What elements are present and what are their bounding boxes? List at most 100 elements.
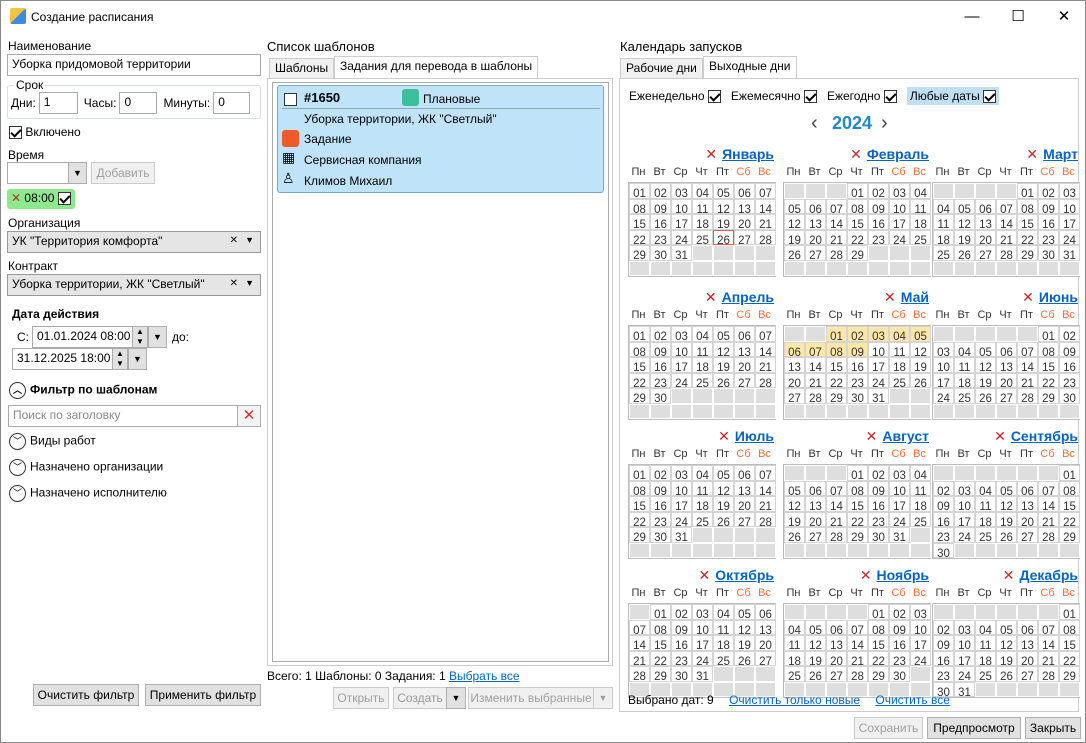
- day-cell[interactable]: 13: [734, 341, 755, 357]
- day-cell[interactable]: 23: [868, 229, 889, 245]
- day-cell[interactable]: 22: [629, 511, 650, 527]
- day-cell[interactable]: 06: [734, 326, 755, 342]
- day-cell[interactable]: 02: [868, 465, 889, 481]
- clear-all-link[interactable]: Очистить все: [875, 693, 950, 707]
- day-cell[interactable]: 01: [650, 604, 671, 620]
- month-title[interactable]: Июнь: [1038, 289, 1078, 305]
- to-spinner[interactable]: ▲ ▼: [112, 348, 128, 370]
- day-cell[interactable]: 28: [847, 666, 868, 682]
- day-cell[interactable]: 15: [868, 635, 889, 651]
- tab-weekends[interactable]: Выходные дни: [703, 56, 797, 79]
- day-cell[interactable]: 11: [975, 635, 996, 651]
- day-cell[interactable]: 12: [713, 341, 734, 357]
- day-cell[interactable]: 19: [713, 496, 734, 512]
- day-cell[interactable]: 08: [629, 198, 650, 214]
- day-cell[interactable]: 03: [671, 326, 692, 342]
- day-cell[interactable]: 14: [755, 341, 776, 357]
- day-cell[interactable]: 06: [755, 604, 776, 620]
- day-cell[interactable]: 14: [826, 214, 847, 230]
- day-cell[interactable]: 11: [933, 214, 954, 230]
- day-cell[interactable]: 06: [1017, 619, 1038, 635]
- day-cell[interactable]: 25: [692, 511, 713, 527]
- day-cell[interactable]: 04: [692, 465, 713, 481]
- day-cell[interactable]: 02: [650, 465, 671, 481]
- day-cell[interactable]: 08: [1059, 480, 1080, 496]
- day-cell[interactable]: 14: [805, 357, 826, 373]
- day-cell[interactable]: 03: [692, 604, 713, 620]
- option-any-dates[interactable]: Любые даты: [906, 87, 1000, 106]
- day-cell[interactable]: 17: [671, 214, 692, 230]
- filter-work-types[interactable]: ﹀ Виды работ: [9, 433, 96, 450]
- day-cell[interactable]: 06: [734, 183, 755, 199]
- minimize-button[interactable]: —: [964, 8, 980, 25]
- day-cell[interactable]: 12: [784, 496, 805, 512]
- day-cell[interactable]: 13: [996, 357, 1017, 373]
- month-header[interactable]: ✕ Ноябрь: [860, 567, 929, 584]
- day-cell[interactable]: 03: [910, 604, 931, 620]
- filter-assigned-org[interactable]: ﹀ Назначено организации: [9, 459, 163, 476]
- day-cell[interactable]: 22: [868, 650, 889, 666]
- day-cell[interactable]: 07: [629, 619, 650, 635]
- day-cell[interactable]: 01: [847, 465, 868, 481]
- day-cell[interactable]: 02: [1059, 326, 1080, 342]
- day-cell[interactable]: 28: [826, 527, 847, 543]
- day-cell[interactable]: 07: [1017, 341, 1038, 357]
- month-title[interactable]: Ноябрь: [876, 567, 929, 583]
- day-cell[interactable]: 13: [805, 496, 826, 512]
- template-card[interactable]: #1650 Плановые Уборка территории, ЖК "Св…: [277, 85, 604, 193]
- day-cell[interactable]: 02: [650, 326, 671, 342]
- month-title[interactable]: Август: [882, 428, 929, 444]
- save-button[interactable]: Сохранить: [854, 717, 923, 739]
- tab-workdays[interactable]: Рабочие дни: [620, 58, 703, 79]
- day-cell[interactable]: 24: [889, 511, 910, 527]
- day-cell[interactable]: 08: [650, 619, 671, 635]
- day-cell[interactable]: 30: [847, 388, 868, 404]
- day-cell[interactable]: 02: [1038, 183, 1059, 199]
- day-cell[interactable]: 23: [868, 511, 889, 527]
- day-cell[interactable]: 05: [996, 480, 1017, 496]
- day-cell[interactable]: 20: [734, 357, 755, 373]
- from-spinner[interactable]: ▲ ▼: [132, 326, 148, 348]
- day-cell[interactable]: 18: [910, 214, 931, 230]
- day-cell[interactable]: 14: [1038, 496, 1059, 512]
- day-cell[interactable]: 18: [784, 650, 805, 666]
- day-cell[interactable]: 03: [889, 183, 910, 199]
- clear-month-icon[interactable]: ✕: [1002, 567, 1015, 583]
- day-cell[interactable]: 04: [954, 341, 975, 357]
- tab-templates[interactable]: Шаблоны: [269, 58, 335, 79]
- day-cell[interactable]: 13: [734, 480, 755, 496]
- day-cell[interactable]: 24: [910, 650, 931, 666]
- time-dropdown-button[interactable]: ▼: [68, 162, 87, 184]
- day-cell[interactable]: 27: [1017, 527, 1038, 543]
- day-cell[interactable]: 11: [784, 635, 805, 651]
- day-cell[interactable]: 29: [1038, 388, 1059, 404]
- day-cell[interactable]: 30: [650, 245, 671, 261]
- day-cell[interactable]: 10: [954, 496, 975, 512]
- day-cell[interactable]: 12: [784, 214, 805, 230]
- month-title[interactable]: Март: [1043, 146, 1078, 162]
- day-cell[interactable]: 01: [847, 183, 868, 199]
- day-cell[interactable]: 20: [805, 229, 826, 245]
- month-header[interactable]: ✕ Февраль: [850, 146, 929, 163]
- day-cell[interactable]: 26: [713, 229, 734, 245]
- day-cell[interactable]: 10: [1059, 198, 1080, 214]
- day-cell[interactable]: 23: [671, 650, 692, 666]
- day-cell[interactable]: 22: [847, 511, 868, 527]
- day-cell[interactable]: 05: [784, 480, 805, 496]
- day-cell[interactable]: 18: [692, 214, 713, 230]
- day-cell[interactable]: 03: [954, 619, 975, 635]
- maximize-button[interactable]: ☐: [1011, 8, 1025, 25]
- day-cell[interactable]: 18: [954, 372, 975, 388]
- month-title[interactable]: Декабрь: [1019, 567, 1078, 583]
- day-cell[interactable]: 07: [1038, 480, 1059, 496]
- days-input[interactable]: 1: [38, 92, 78, 114]
- day-cell[interactable]: 08: [1038, 341, 1059, 357]
- day-cell[interactable]: 10: [954, 635, 975, 651]
- day-cell[interactable]: 03: [933, 341, 954, 357]
- day-cell[interactable]: 25: [975, 666, 996, 682]
- day-cell[interactable]: 27: [996, 388, 1017, 404]
- day-cell[interactable]: 20: [784, 372, 805, 388]
- day-cell[interactable]: 08: [847, 198, 868, 214]
- day-cell[interactable]: 19: [954, 229, 975, 245]
- day-cell[interactable]: 10: [868, 341, 889, 357]
